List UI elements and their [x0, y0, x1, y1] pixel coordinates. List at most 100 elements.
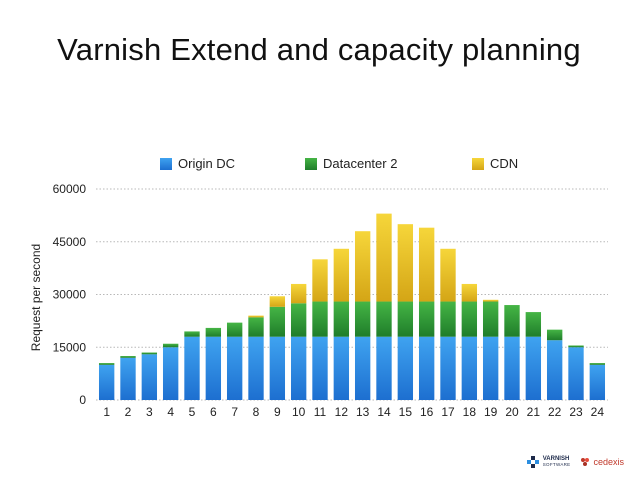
x-tick-label: 14 — [377, 405, 391, 419]
bar-segment-cdn — [248, 315, 264, 318]
bar-segment-datacenter-2 — [226, 322, 243, 337]
x-tick-label: 2 — [125, 405, 132, 419]
bar-segment-datacenter-2 — [525, 312, 542, 337]
legend: Origin DC Datacenter 2 CDN — [160, 156, 518, 171]
bar-segment-cdn — [482, 299, 499, 302]
bar-segment-origin-dc — [525, 336, 542, 400]
x-tick-label: 11 — [314, 405, 327, 419]
bar-segment-datacenter-2 — [504, 305, 520, 337]
y-tick-label: 30000 — [53, 288, 87, 302]
bars — [98, 213, 606, 400]
bar-segment-datacenter-2 — [205, 327, 222, 337]
bar-segment-datacenter-2 — [589, 363, 606, 365]
x-tick-label: 24 — [591, 405, 605, 419]
legend-swatch — [305, 158, 317, 170]
x-tick-label: 5 — [189, 405, 196, 419]
bar-segment-cdn — [354, 231, 371, 302]
bar-segment-datacenter-2 — [376, 301, 392, 337]
bar-segment-origin-dc — [333, 336, 350, 400]
varnish-logo-text: VARNISH — [542, 456, 570, 462]
bar-segment-datacenter-2 — [482, 301, 499, 337]
bar-segment-origin-dc — [141, 354, 158, 400]
bar-segment-origin-dc — [312, 336, 328, 400]
y-tick-label: 60000 — [53, 182, 87, 196]
bar-segment-origin-dc — [205, 336, 222, 400]
bar-segment-datacenter-2 — [98, 363, 115, 365]
bar-segment-datacenter-2 — [568, 345, 584, 348]
x-tick-label: 13 — [356, 405, 370, 419]
x-tick-label: 12 — [335, 405, 349, 419]
bar-segment-origin-dc — [418, 336, 435, 400]
x-tick-label: 9 — [274, 405, 281, 419]
bar-segment-cdn — [461, 283, 478, 302]
bar-segment-origin-dc — [397, 336, 414, 400]
bar-segment-datacenter-2 — [354, 301, 371, 337]
bar-segment-origin-dc — [354, 336, 371, 400]
bar-segment-origin-dc — [226, 336, 243, 400]
legend-label: Origin DC — [178, 156, 235, 171]
x-tick-label: 15 — [399, 405, 413, 419]
bar-segment-origin-dc — [482, 336, 499, 400]
bar-segment-cdn — [333, 248, 350, 302]
bar-segment-datacenter-2 — [461, 301, 478, 337]
varnish-logo: VARNISH SOFTWARE — [526, 455, 571, 469]
footer-logos: VARNISH SOFTWARE cedexis — [526, 455, 624, 469]
bar-segment-origin-dc — [98, 364, 115, 400]
bar-segment-origin-dc — [546, 340, 563, 400]
x-axis-ticks: 1 2 3 4 5 6 7 8 9 10 11 12 13 14 15 16 17 18 19 20 21 22 23 24 — [103, 405, 604, 419]
bar-segment-datacenter-2 — [120, 356, 136, 358]
bar-segment-datacenter-2 — [248, 317, 264, 337]
bar-segment-datacenter-2 — [184, 331, 200, 337]
bar-segment-origin-dc — [440, 336, 456, 400]
bar-segment-origin-dc — [568, 347, 584, 400]
bar-segment-datacenter-2 — [546, 329, 563, 341]
bar-segment-cdn — [312, 259, 328, 302]
y-axis-label: Request per second — [29, 244, 43, 351]
bar-segment-cdn — [418, 227, 435, 302]
bar-segment-origin-dc — [269, 336, 286, 400]
x-tick-label: 18 — [463, 405, 477, 419]
x-tick-label: 7 — [231, 405, 238, 419]
bar-segment-origin-dc — [162, 347, 179, 400]
x-tick-label: 23 — [569, 405, 583, 419]
page-title: Varnish Extend and capacity planning — [57, 32, 581, 67]
bar-segment-origin-dc — [589, 364, 606, 400]
bar-segment-cdn — [376, 213, 392, 302]
legend-swatch — [160, 158, 172, 170]
bar-segment-datacenter-2 — [162, 343, 179, 348]
varnish-mark-icon — [526, 456, 539, 468]
bar-segment-datacenter-2 — [312, 301, 328, 337]
bar-segment-datacenter-2 — [418, 301, 435, 337]
bar-segment-origin-dc — [504, 336, 520, 400]
bar-segment-datacenter-2 — [290, 303, 307, 337]
bar-segment-origin-dc — [290, 336, 307, 400]
x-tick-label: 17 — [441, 405, 455, 419]
x-tick-label: 16 — [420, 405, 434, 419]
grid-lines — [96, 188, 608, 401]
x-tick-label: 20 — [505, 405, 519, 419]
bar-segment-datacenter-2 — [397, 301, 414, 337]
bar-segment-datacenter-2 — [333, 301, 350, 337]
x-tick-label: 8 — [253, 405, 260, 419]
bar-segment-origin-dc — [376, 336, 392, 400]
bar-segment-cdn — [290, 283, 307, 304]
y-tick-label: 45000 — [53, 235, 87, 249]
cedexis-mark-icon — [581, 458, 590, 466]
bar-segment-origin-dc — [120, 357, 136, 400]
x-tick-label: 6 — [210, 405, 217, 419]
bar-segment-cdn — [397, 224, 414, 302]
cedexis-logo: cedexis — [580, 457, 624, 467]
x-tick-label: 1 — [103, 405, 110, 419]
bar-segment-datacenter-2 — [141, 352, 158, 355]
bar-segment-origin-dc — [461, 336, 478, 400]
x-tick-label: 10 — [292, 405, 306, 419]
bar-segment-cdn — [269, 296, 286, 307]
legend-label: Datacenter 2 — [323, 156, 397, 171]
x-tick-label: 22 — [548, 405, 562, 419]
bar-segment-datacenter-2 — [269, 306, 286, 337]
legend-label: CDN — [490, 156, 518, 171]
y-axis-ticks: 0 15000 30000 45000 60000 — [53, 182, 87, 407]
varnish-logo-subtext: SOFTWARE — [542, 462, 571, 467]
legend-swatch — [472, 158, 484, 170]
